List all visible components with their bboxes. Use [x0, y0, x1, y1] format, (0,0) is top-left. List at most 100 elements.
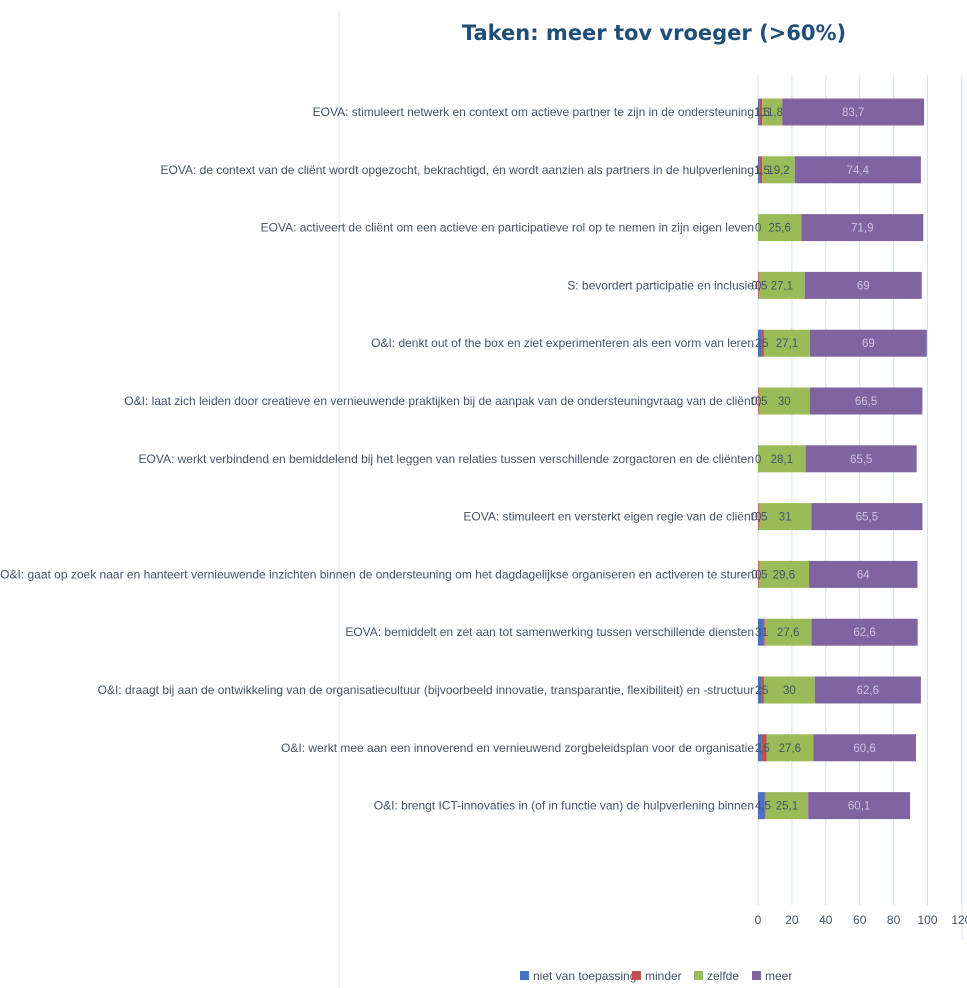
bar-segment-meer [809, 387, 923, 415]
bar-segment-zelfde [763, 676, 815, 704]
data-label-niet-van-toepassing: 1 [755, 165, 761, 177]
bar-segment-meer [782, 98, 925, 126]
category-label: EOVA: werkt verbindend en bemiddelend bi… [139, 452, 755, 466]
bar-segment-niet-van-toepassing [758, 329, 762, 357]
data-label-zelfde: 31 [779, 512, 792, 524]
bar-segment-meer [811, 503, 923, 531]
data-label-meer: 83,7 [842, 107, 864, 119]
bar-segment-meer [809, 560, 918, 588]
bar-segment-minder [759, 98, 763, 126]
category-label: S: bevordert participatie en inclusie [567, 278, 754, 292]
x-axis-ticks: 0 20 40 60 80 100 120 [755, 913, 967, 927]
chart-title: Taken: meer tov vroeger (>60%) [462, 21, 846, 45]
data-label-zelfde: 30 [783, 685, 796, 697]
bar-segment-zelfde [765, 792, 809, 820]
bar-segment-niet-van-toepassing [758, 676, 762, 704]
bar-segment-meer [814, 676, 921, 704]
legend-swatch [520, 971, 529, 980]
category-label: O&I: laat zich leiden door creatieve en … [124, 394, 754, 408]
bar-segment-zelfde [758, 445, 806, 473]
bar-segment-minder [761, 734, 767, 762]
bar-segment-zelfde [758, 560, 810, 588]
data-label-minder: ,5 [761, 801, 771, 813]
data-label-zelfde: 30 [778, 396, 791, 408]
data-label-meer: 65,5 [856, 512, 878, 524]
data-label-zelfde: 25,6 [769, 223, 791, 235]
x-tick-label: 100 [917, 913, 937, 927]
data-label-zelfde: 27,1 [776, 338, 798, 350]
data-label-meer: 74,4 [847, 165, 870, 177]
bar-segment-zelfde [758, 503, 812, 531]
data-label-meer: 62,6 [853, 627, 875, 639]
data-label-niet-van-toepassing: 0 [755, 512, 761, 524]
category-label: EOVA: activeert de cliënt om een actieve… [261, 221, 754, 235]
bar-segment-zelfde [763, 329, 810, 357]
bar-segment-meer [808, 792, 911, 820]
bar-segment-meer [813, 734, 916, 762]
bar-segment-niet-van-toepassing [758, 98, 760, 126]
data-label-niet-van-toepassing: 2 [755, 338, 761, 350]
data-label-meer: 65,5 [850, 454, 872, 466]
category-label: EOVA: bemiddelt en zet aan tot samenwerk… [345, 625, 754, 639]
category-label: EOVA: de context van de cliënt wordt opg… [161, 163, 754, 177]
bar-segment-zelfde [758, 271, 805, 299]
bar-segment-meer [809, 329, 927, 357]
bar-segment-niet-van-toepassing [758, 618, 764, 646]
legend-label: zelfde [707, 969, 739, 983]
category-label: EOVA: stimuleert netwerk en context om a… [313, 105, 754, 119]
data-label-zelfde: 27,6 [779, 743, 801, 755]
bar-segment-zelfde [762, 156, 795, 184]
legend-swatch [694, 971, 703, 980]
x-tick-label: 120 [951, 913, 967, 927]
data-label-niet-van-toepassing: 2 [755, 743, 761, 755]
data-label-meer: 66,5 [855, 396, 877, 408]
bar-segment-niet-van-toepassing [758, 734, 762, 762]
bar-segment-niet-van-toepassing [758, 156, 760, 184]
bar-segment-zelfde [758, 214, 802, 242]
bar-segment-meer [794, 156, 921, 184]
data-label-meer: 62,6 [857, 685, 879, 697]
bars [758, 98, 927, 820]
chart-frame [338, 10, 963, 988]
data-label-zelfde: 25,1 [776, 801, 798, 813]
bar-segment-zelfde [764, 618, 812, 646]
category-label: EOVA: stimuleert en versterkt eigen regi… [463, 510, 754, 524]
category-label: O&I: gaat op zoek naar en hanteert verni… [0, 567, 754, 581]
bar-segment-meer [811, 618, 918, 646]
category-label: O&I: werkt mee aan een innoverend en ver… [281, 741, 754, 755]
bar-segment-minder [763, 618, 765, 646]
x-tick-label: 0 [755, 913, 762, 927]
legend-label: niet van toepassing [533, 969, 636, 983]
data-label-minder: 1,5 [754, 165, 770, 177]
data-label-meer: 60,6 [853, 743, 875, 755]
x-gridlines [757, 75, 962, 905]
data-label-meer: 69 [857, 280, 870, 292]
bar-segment-minder [761, 676, 764, 704]
data-label-minder: 0,5 [751, 569, 767, 581]
data-label-meer: 64 [857, 569, 870, 581]
data-label-zelfde: 11,8 [761, 107, 783, 119]
bar-segment-meer [801, 214, 924, 242]
data-label-meer: 71,9 [851, 223, 873, 235]
bar-segment-minder [764, 792, 766, 820]
data-label-zelfde: 27,1 [771, 280, 793, 292]
x-tick-label: 80 [887, 913, 901, 927]
data-label-minder: ,5 [759, 338, 769, 350]
data-label-niet-van-toepassing: 0 [755, 454, 761, 466]
data-label-niet-van-toepassing: 1 [755, 107, 761, 119]
data-labels: 11,511,8 83,711,519,2 74,40 25,6 71,900,5 27,… [751, 107, 879, 813]
data-label-meer: 60,1 [848, 801, 870, 813]
bar-segment-zelfde [766, 734, 814, 762]
data-label-minder: ,5 [760, 743, 770, 755]
bar-segment-zelfde [758, 387, 810, 415]
data-label-niet-van-toepassing: 0 [755, 396, 761, 408]
bar-segment-zelfde [762, 98, 783, 126]
data-label-zelfde: 19,2 [767, 165, 789, 177]
bar-segment-meer [804, 271, 922, 299]
bar-segment-minder [758, 387, 759, 415]
legend-label: meer [765, 969, 792, 983]
data-label-niet-van-toepassing: 3 [755, 627, 761, 639]
x-tick-label: 60 [853, 913, 867, 927]
